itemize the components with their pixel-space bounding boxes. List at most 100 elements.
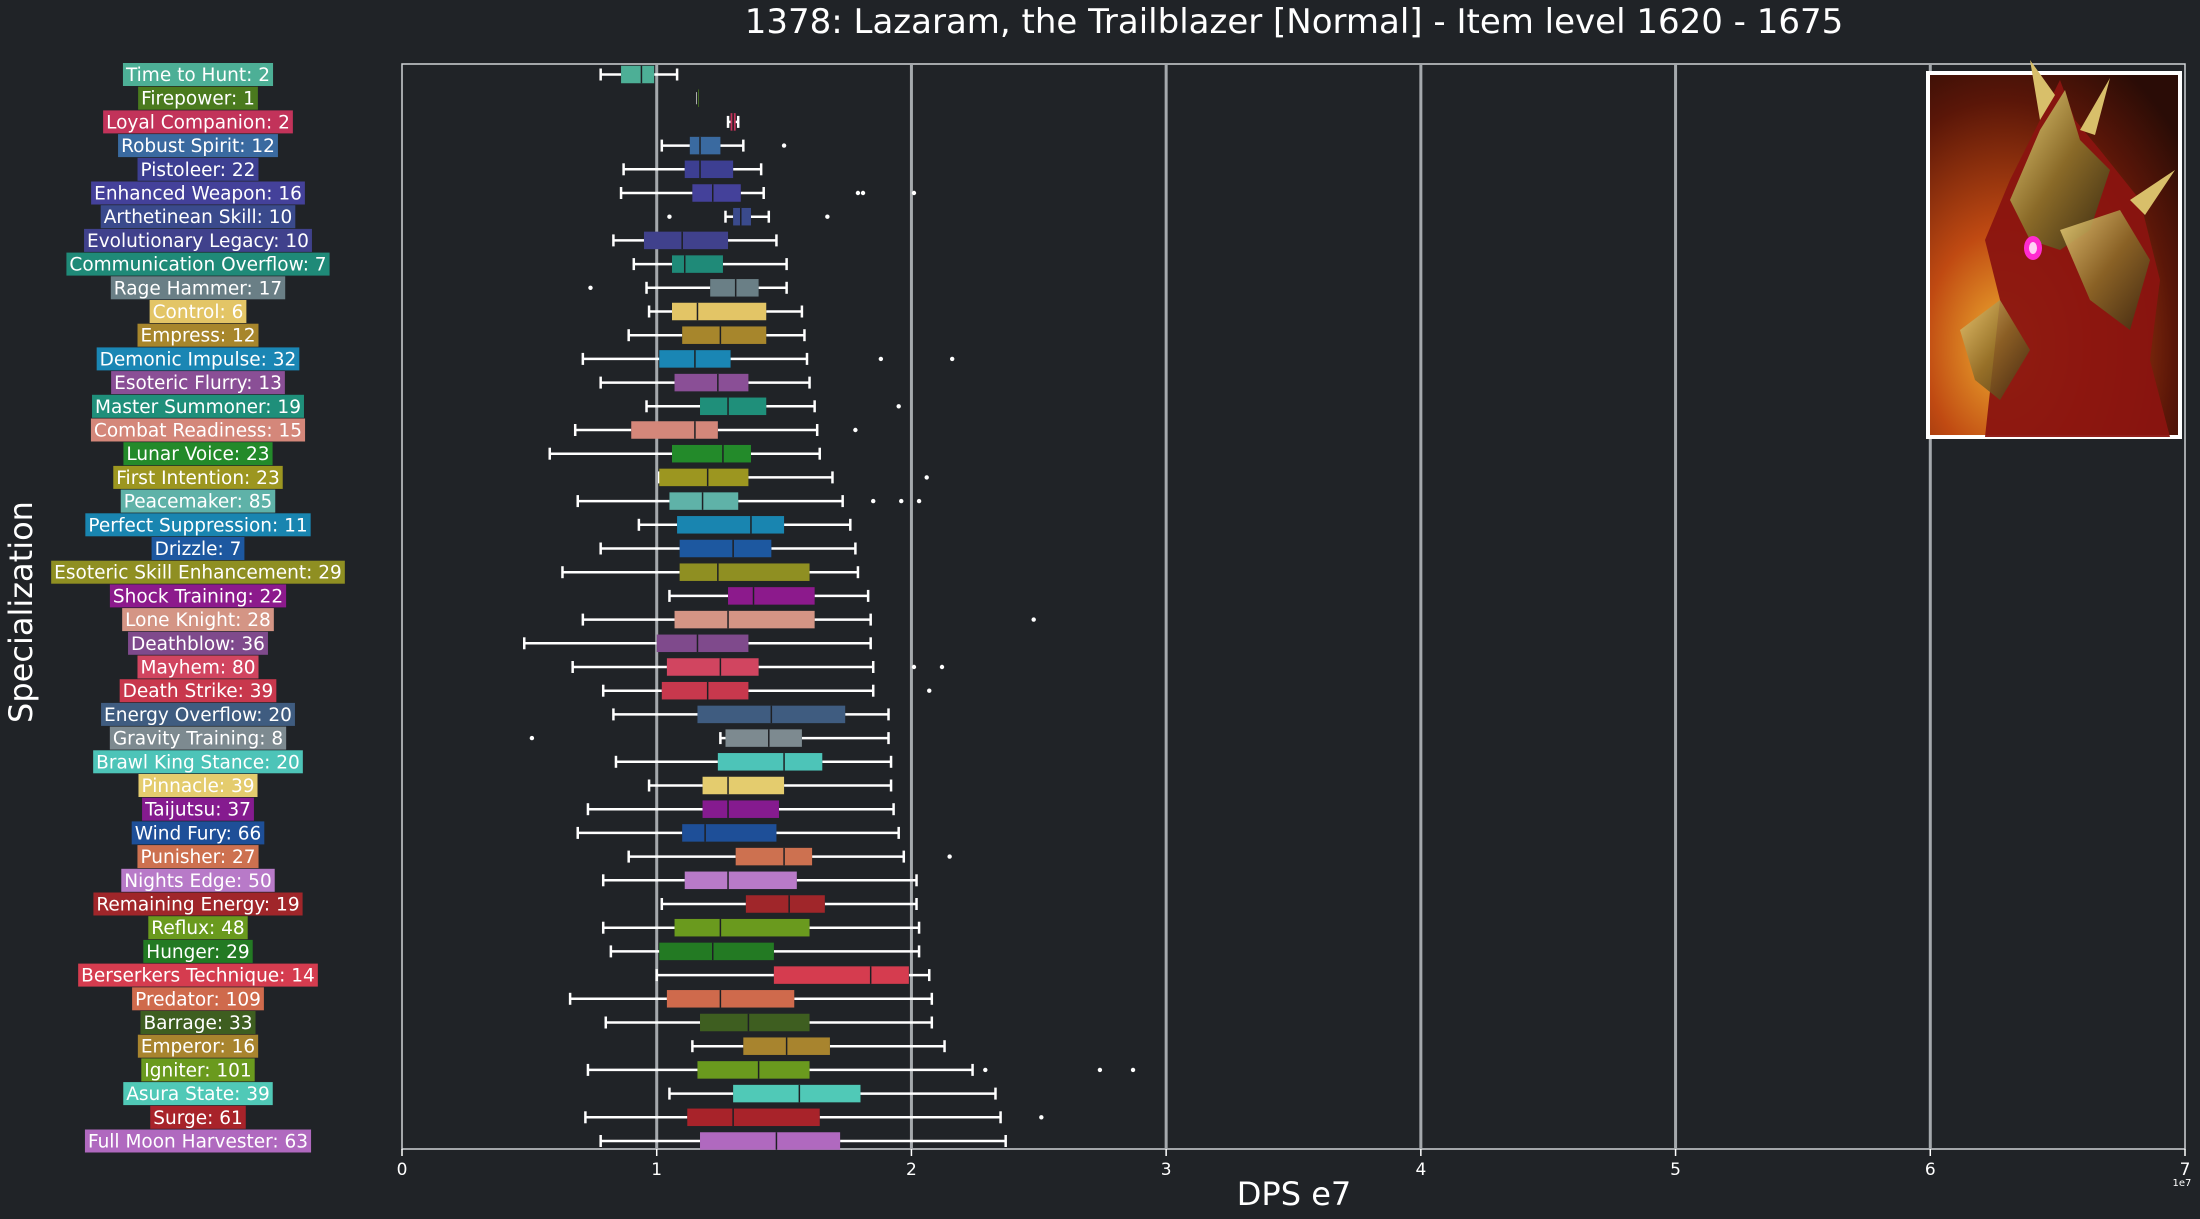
box-master-summoner <box>645 397 901 416</box>
y-tick-label-group: Brawl King Stance: 20 <box>93 750 303 774</box>
label-background <box>137 1034 259 1058</box>
y-tick-label-group: Emperor: 16 <box>137 1034 259 1058</box>
y-tick-label: Wind Fury: 66 <box>135 823 262 844</box>
box-esoteric-skill-enhancement <box>561 563 860 581</box>
y-tick-label-group: Reflux: 48 <box>148 916 248 940</box>
iqr-box <box>700 397 767 416</box>
iqr-box <box>733 1084 861 1103</box>
iqr-box <box>674 918 810 937</box>
label-background <box>113 465 283 489</box>
y-tick-label-group: Lone Knight: 28 <box>122 608 274 632</box>
y-tick-label-group: Energy Overflow: 20 <box>101 702 295 726</box>
box-death-strike <box>601 681 932 700</box>
iqr-box <box>702 800 779 818</box>
x-axis-label: DPS e7 <box>1237 1175 1351 1213</box>
iqr-box <box>671 444 751 463</box>
y-tick-label-group: Taijutsu: 37 <box>142 797 254 821</box>
y-tick-label-group: Evolutionary Legacy: 10 <box>84 228 312 252</box>
label-background <box>119 679 277 703</box>
x-tick-label: 7 <box>2180 1160 2191 1180</box>
x-tick-label: 1 <box>651 1160 662 1180</box>
box-rage-hammer <box>588 279 788 297</box>
outlier-point <box>855 190 861 196</box>
x-tick-label: 2 <box>906 1160 917 1180</box>
y-tick-label: Firepower: 1 <box>141 89 255 110</box>
y-tick-label: Berserkers Technique: 14 <box>81 966 315 987</box>
y-tick-label-group: Arthetinean Skill: 10 <box>100 205 296 229</box>
iqr-box <box>631 421 718 439</box>
label-background <box>150 1105 246 1129</box>
iqr-box <box>733 207 751 226</box>
label-background <box>137 845 259 869</box>
y-tick-label-group: Demonic Impulse: 32 <box>96 347 300 371</box>
iqr-box <box>684 871 797 890</box>
box-surge <box>584 1108 1044 1127</box>
y-tick-label: Barrage: 33 <box>143 1013 252 1034</box>
outlier-point <box>860 190 866 196</box>
y-tick-label: Rage Hammer: 17 <box>114 278 282 299</box>
iqr-box <box>682 326 767 344</box>
iqr-box <box>671 255 723 273</box>
label-background <box>84 228 312 252</box>
iqr-box <box>702 776 785 795</box>
y-tick-label-group: Surge: 61 <box>150 1105 246 1129</box>
y-tick-label: Brawl King Stance: 20 <box>96 752 300 773</box>
label-background <box>109 584 287 608</box>
y-tick-label: Mayhem: 80 <box>140 658 255 679</box>
y-tick-label: Shock Training: 22 <box>113 586 283 607</box>
x-tick-label: 6 <box>1925 1160 1936 1180</box>
y-tick-label: Reflux: 48 <box>151 918 244 939</box>
outlier-point <box>1097 1067 1103 1073</box>
y-tick-label-group: Wind Fury: 66 <box>131 821 265 845</box>
outlier-point <box>1031 617 1036 622</box>
y-tick-label: Demonic Impulse: 32 <box>100 349 297 370</box>
iqr-box <box>679 539 772 558</box>
iqr-box <box>700 1132 841 1150</box>
y-axis-label: Specialization <box>2 501 40 723</box>
box-energy-overflow <box>612 705 890 724</box>
y-tick-label-group: Shock Training: 22 <box>109 584 287 608</box>
iqr-box <box>659 468 749 487</box>
box-wind-fury <box>576 824 900 842</box>
box-lone-knight <box>581 610 1036 629</box>
iqr-box <box>725 729 802 747</box>
label-background <box>93 892 303 916</box>
box-arthetinean-skill <box>667 207 830 226</box>
outlier-point <box>1130 1067 1136 1073</box>
label-background <box>101 702 295 726</box>
y-tick-label-group: Master Summoner: 19 <box>92 394 304 418</box>
outlier-point <box>949 356 955 362</box>
label-background <box>78 963 318 987</box>
y-tick-label-group: Predator: 109 <box>132 987 264 1011</box>
box-robust-spirit <box>660 136 787 155</box>
label-background <box>110 276 286 300</box>
y-tick-label-group: Combat Readiness: 15 <box>90 418 306 442</box>
iqr-box <box>656 634 749 653</box>
iqr-box <box>773 966 909 984</box>
y-tick-label-group: Drizzle: 7 <box>151 537 245 560</box>
label-background <box>51 560 345 584</box>
iqr-box <box>697 1061 810 1079</box>
x-tick-label: 0 <box>397 1160 408 1180</box>
iqr-box <box>666 658 759 676</box>
iqr-box <box>674 373 749 392</box>
y-tick-label: Full Moon Harvester: 63 <box>88 1132 308 1153</box>
y-tick-label: Pistoleer: 22 <box>141 160 256 181</box>
box-deathblow <box>523 634 872 653</box>
y-tick-label: Time to Hunt: 2 <box>125 65 270 86</box>
y-tick-label-group: Enhanced Weapon: 16 <box>91 181 305 205</box>
box-pinnacle <box>647 776 893 795</box>
box-demonic-impulse <box>581 350 955 368</box>
y-tick-label: Remaining Energy: 19 <box>96 895 299 916</box>
iqr-box <box>669 492 739 510</box>
y-tick-label-group: Perfect Suppression: 11 <box>85 513 311 537</box>
y-tick-label: Control: 6 <box>153 302 244 323</box>
label-background <box>121 868 275 892</box>
y-tick-label: First Intention: 23 <box>116 468 279 489</box>
y-tick-label-group: Robust Spirit: 12 <box>118 134 278 158</box>
label-background <box>100 205 296 229</box>
label-background <box>122 63 274 86</box>
box-punisher <box>627 847 952 866</box>
